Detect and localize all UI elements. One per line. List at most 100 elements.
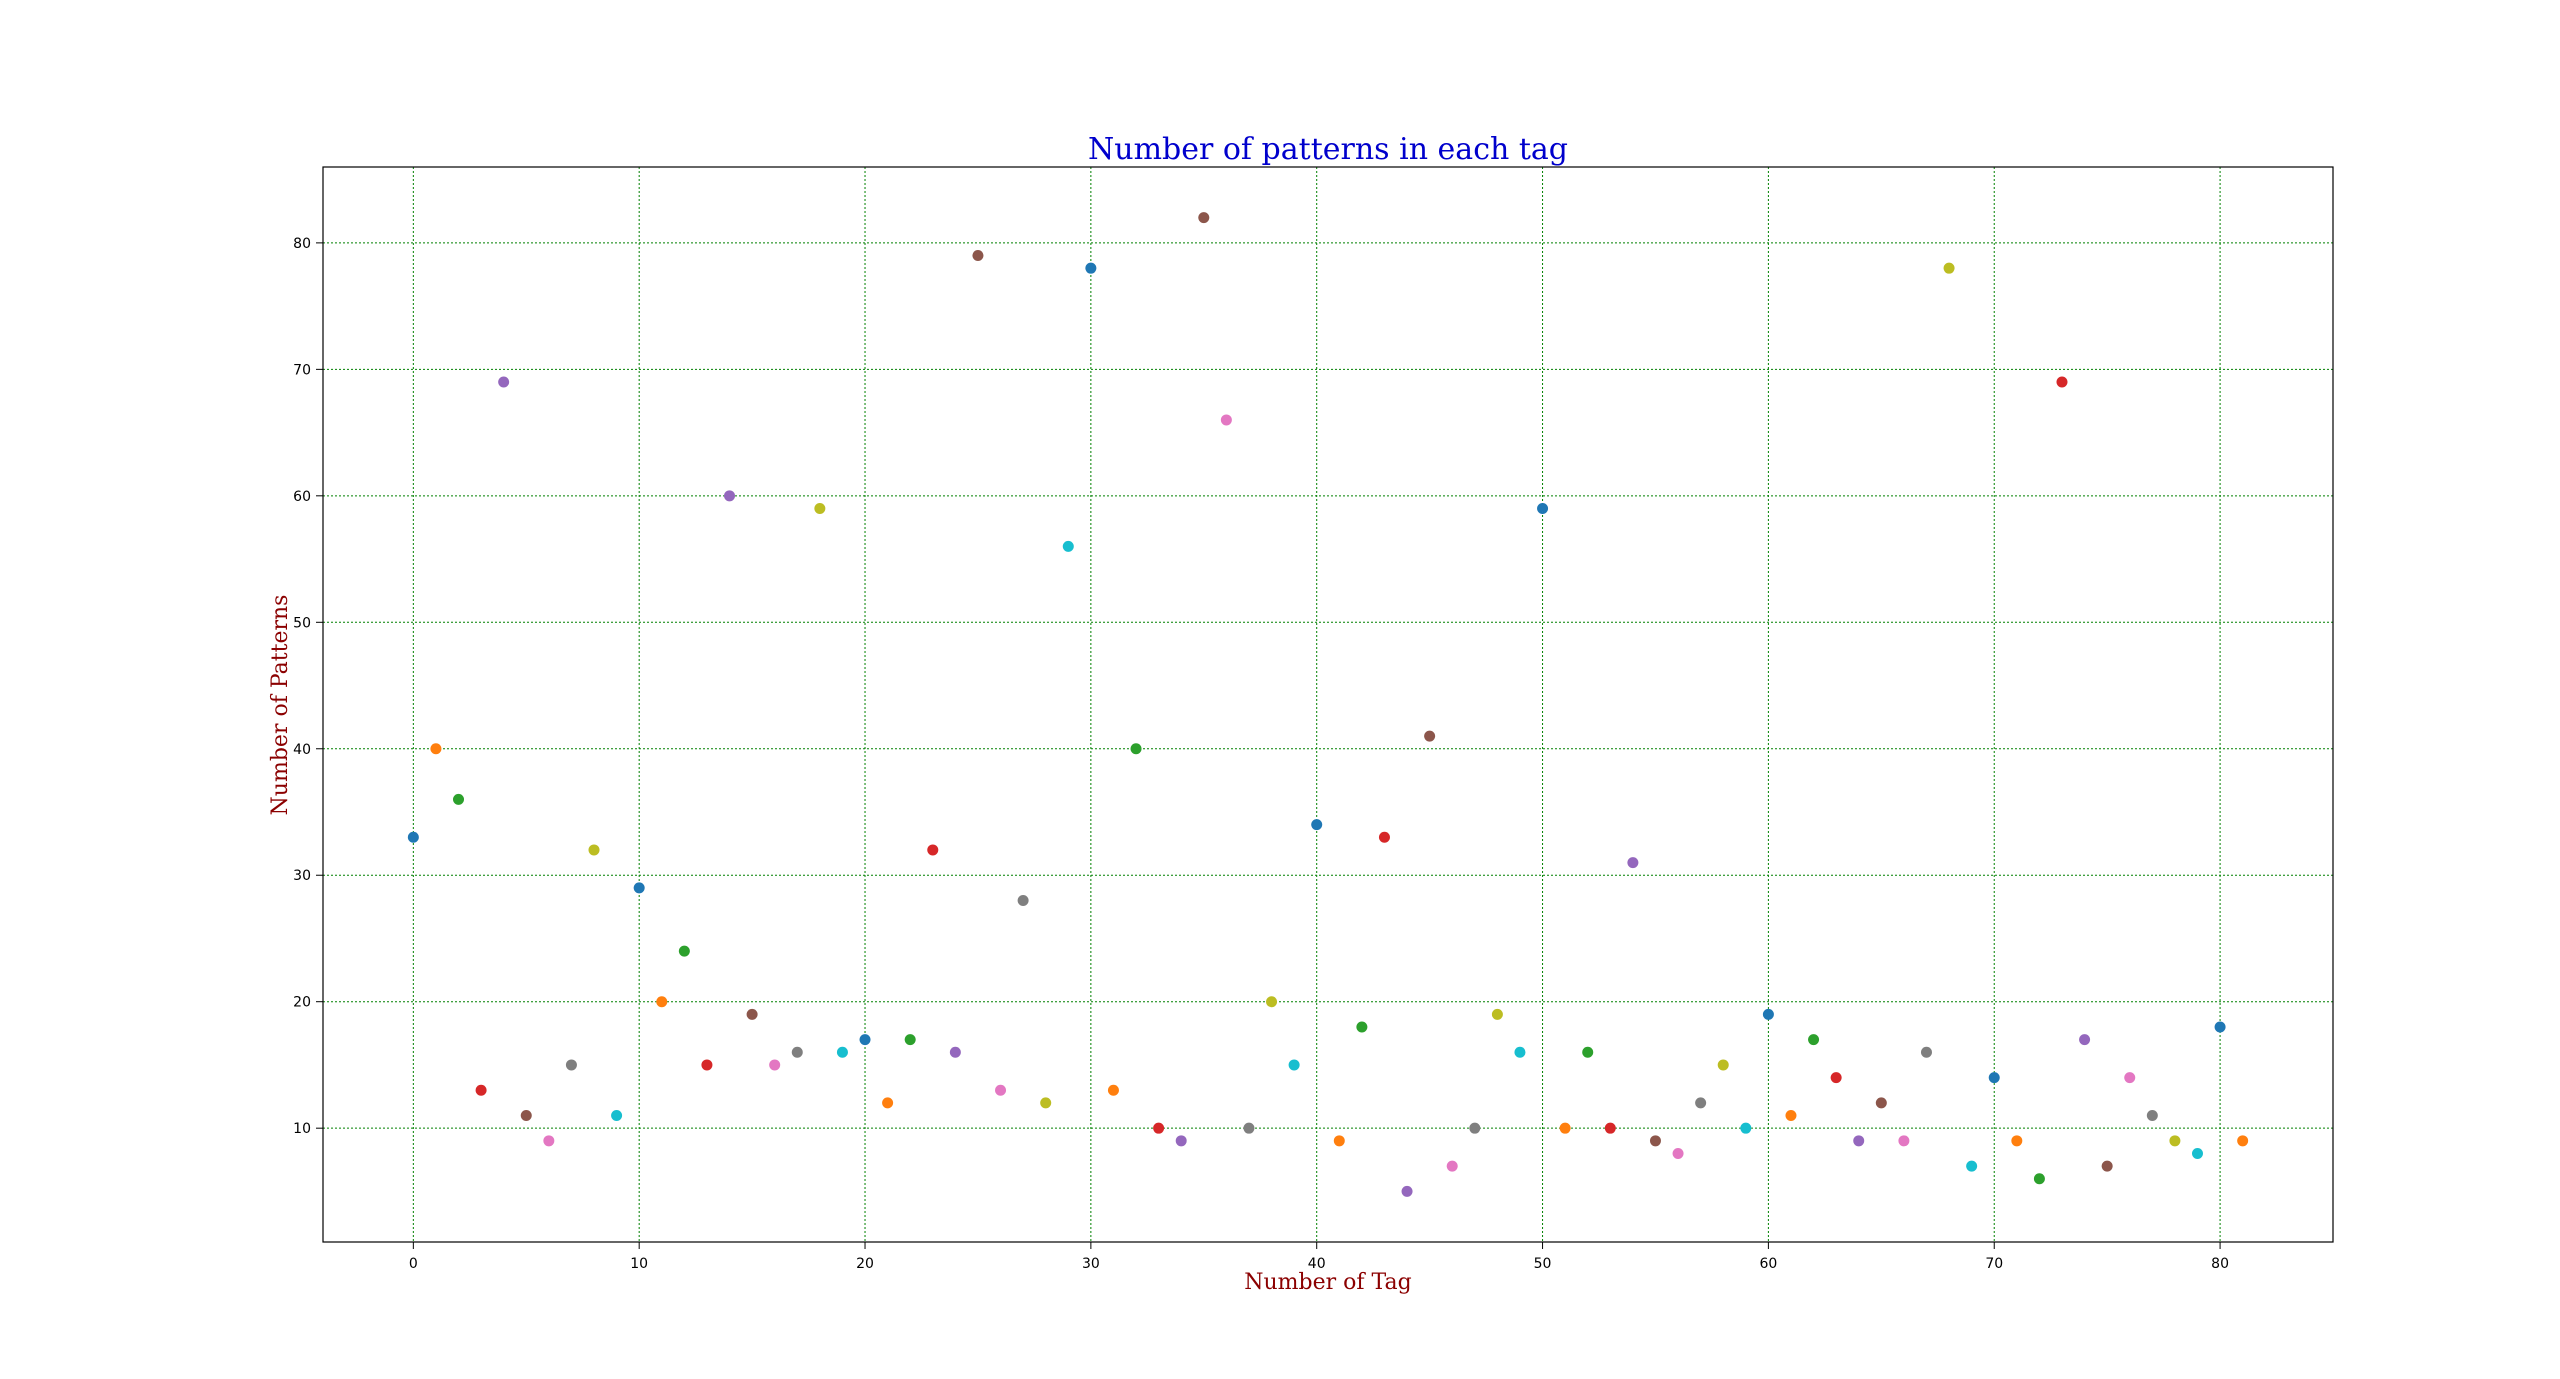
grid — [323, 167, 2333, 1242]
data-point — [972, 250, 984, 262]
data-point — [1446, 1160, 1458, 1172]
data-point — [1175, 1135, 1187, 1147]
data-point — [633, 882, 645, 894]
y-axis-label: Number of Patterns — [268, 595, 293, 816]
x-tick-label: 80 — [2211, 1256, 2229, 1272]
data-point — [1514, 1046, 1526, 1058]
y-tick-label: 50 — [293, 615, 311, 631]
data-point — [520, 1110, 532, 1122]
data-point — [1153, 1122, 1165, 1134]
data-point — [2079, 1034, 2091, 1046]
data-point — [1198, 212, 1210, 224]
data-point — [1966, 1160, 1978, 1172]
data-point — [1288, 1059, 1300, 1071]
data-point — [1017, 895, 1029, 907]
data-point — [430, 743, 442, 755]
data-point — [746, 1008, 758, 1020]
data-point — [769, 1059, 781, 1071]
y-tick-label: 30 — [293, 868, 311, 884]
data-point — [927, 844, 939, 856]
x-tick-label: 40 — [1308, 1256, 1326, 1272]
data-point — [1582, 1046, 1594, 1058]
x-axis-label: Number of Tag — [1244, 1270, 1411, 1295]
x-tick-label: 70 — [1985, 1256, 2003, 1272]
y-tick-label: 10 — [293, 1121, 311, 1137]
data-point — [2146, 1110, 2158, 1122]
data-point — [1604, 1122, 1616, 1134]
y-tick-label: 80 — [293, 236, 311, 252]
data-point — [2011, 1135, 2023, 1147]
data-point — [1107, 1084, 1119, 1096]
data-point — [453, 793, 465, 805]
data-point — [1830, 1072, 1842, 1084]
data-point — [1988, 1072, 2000, 1084]
data-point — [1672, 1147, 1684, 1159]
x-tick-label: 50 — [1534, 1256, 1552, 1272]
data-point — [498, 376, 510, 388]
data-point — [2101, 1160, 2113, 1172]
data-point — [1491, 1008, 1503, 1020]
data-point — [882, 1097, 894, 1109]
data-point — [2191, 1147, 2203, 1159]
data-point — [2237, 1135, 2249, 1147]
x-tick-label: 30 — [1082, 1256, 1100, 1272]
x-tick-label: 60 — [1759, 1256, 1777, 1272]
data-point — [656, 996, 668, 1008]
data-point — [678, 945, 690, 957]
data-point — [1853, 1135, 1865, 1147]
data-point — [1785, 1110, 1797, 1122]
data-point — [2124, 1072, 2136, 1084]
y-tick-label: 40 — [293, 742, 311, 758]
data-point — [1356, 1021, 1368, 1033]
data-point — [407, 831, 419, 843]
data-point — [2214, 1021, 2226, 1033]
data-point — [2056, 376, 2068, 388]
data-point — [1266, 996, 1278, 1008]
data-point — [814, 502, 826, 514]
y-tick-label: 70 — [293, 362, 311, 378]
data-point — [1220, 414, 1232, 426]
data-point — [1627, 857, 1639, 869]
data-point — [1469, 1122, 1481, 1134]
data-point — [1717, 1059, 1729, 1071]
data-point — [1537, 502, 1549, 514]
data-point — [1401, 1185, 1413, 1197]
chart-title: Number of patterns in each tag — [1088, 132, 1568, 167]
data-point — [588, 844, 600, 856]
data-point — [2033, 1173, 2045, 1185]
data-point — [791, 1046, 803, 1058]
data-point — [904, 1034, 916, 1046]
data-point — [724, 490, 736, 502]
data-point — [1740, 1122, 1752, 1134]
data-point — [949, 1046, 961, 1058]
data-point — [1378, 831, 1390, 843]
data-point — [1875, 1097, 1887, 1109]
data-point — [2169, 1135, 2181, 1147]
data-point — [1808, 1034, 1820, 1046]
data-point — [1333, 1135, 1345, 1147]
data-point — [1062, 540, 1074, 552]
x-tick-label: 10 — [630, 1256, 648, 1272]
data-point — [836, 1046, 848, 1058]
y-tick-label: 60 — [293, 489, 311, 505]
data-point — [859, 1034, 871, 1046]
data-point — [1243, 1122, 1255, 1134]
plot-frame — [322, 166, 2334, 1243]
data-point — [1085, 262, 1097, 274]
data-point — [1130, 743, 1142, 755]
data-point — [1920, 1046, 1932, 1058]
data-point — [1311, 819, 1323, 831]
data-point — [1695, 1097, 1707, 1109]
data-point — [1898, 1135, 1910, 1147]
data-point — [995, 1084, 1007, 1096]
data-point — [543, 1135, 555, 1147]
data-point — [1762, 1008, 1774, 1020]
x-tick-label: 20 — [856, 1256, 874, 1272]
data-point — [475, 1084, 487, 1096]
data-point — [1040, 1097, 1052, 1109]
x-tick-label: 0 — [409, 1256, 418, 1272]
data-point — [701, 1059, 713, 1071]
axis-ticks: 0 10 20 30 40 50 60 70 80 10 20 30 40 50 60 70 80 — [293, 236, 2229, 1272]
